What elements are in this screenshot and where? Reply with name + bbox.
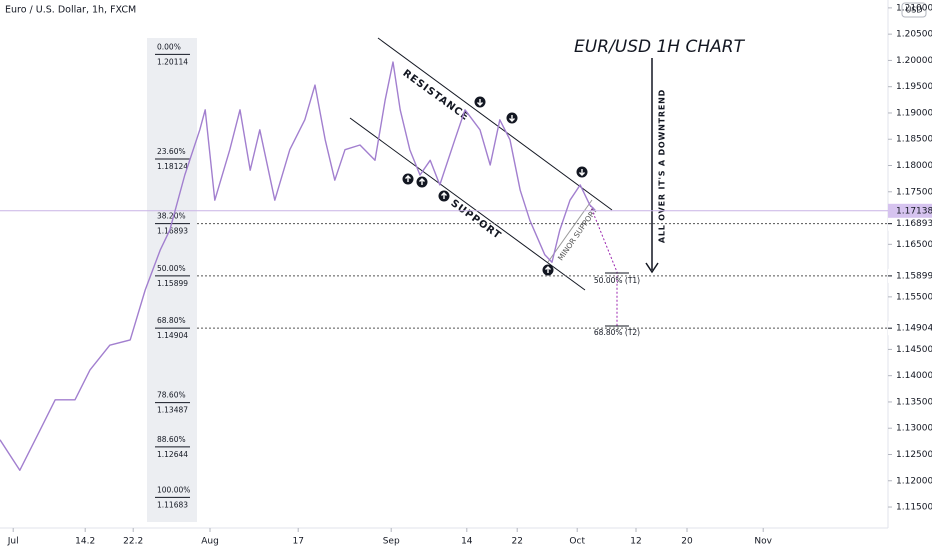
y-tick-label: 1.14000 — [896, 371, 932, 381]
fib-ratio: 23.60% — [157, 147, 186, 156]
x-tick-label: Aug — [201, 537, 219, 547]
fib-price: 1.15899 — [157, 279, 188, 288]
fib-price: 1.14904 — [157, 331, 188, 340]
price-line — [0, 61, 596, 471]
fib-ratio: 78.60% — [157, 391, 186, 400]
fib-ratio: 100.00% — [157, 485, 190, 494]
y-tick-label: 1.14500 — [896, 345, 932, 355]
fib-ratio: 88.60% — [157, 435, 186, 444]
fib-ratio: 38.20% — [157, 212, 186, 221]
y-tick-label: 1.21000 — [896, 3, 932, 13]
y-tick-label: 1.19500 — [896, 82, 932, 92]
x-tick-label: Jul — [7, 537, 19, 547]
currency-box[interactable] — [901, 2, 927, 18]
fib-price: 1.18124 — [157, 162, 188, 171]
arrow-glyphs — [405, 99, 585, 273]
x-tick-label: 22.2 — [123, 537, 143, 547]
price-tag — [888, 268, 932, 283]
x-tick-label: Nov — [754, 537, 772, 547]
y-tick-label: 1.16500 — [896, 240, 932, 250]
fib-price: 1.16893 — [157, 227, 188, 236]
fib-price: 1.13487 — [157, 406, 188, 415]
y-tick-label: 1.13500 — [896, 397, 932, 407]
y-tick-label: 1.13000 — [896, 424, 932, 434]
fib-ratio: 68.80% — [157, 316, 186, 325]
fib-price: 1.12644 — [157, 450, 188, 459]
t2-label: 68.80% (T2) — [594, 328, 640, 337]
y-tick-label: 1.17500 — [896, 187, 932, 197]
fib-ratio: 0.00% — [157, 42, 181, 51]
x-tick-label: 14.2 — [75, 537, 95, 547]
fib-band — [147, 38, 197, 522]
x-tick-label: 20 — [681, 537, 693, 547]
fib-ratio: 50.00% — [157, 264, 186, 273]
x-tick-label: 17 — [292, 537, 303, 547]
trend-label: ALL OVER IT'S A DOWNTREND — [658, 89, 667, 243]
price-tag-label: 1.15899 — [896, 271, 932, 281]
price-tag-label: 1.16893 — [896, 219, 932, 229]
y-tick-label: 1.18000 — [896, 161, 932, 171]
trend-arrow-head — [645, 262, 659, 274]
y-tick-label: 1.20500 — [896, 30, 932, 40]
x-tick-label: Sep — [383, 537, 400, 547]
current-price-tag — [888, 203, 932, 218]
price-tag — [888, 216, 932, 231]
chart-title: EUR/USD 1H CHART — [574, 37, 746, 57]
header: Euro / U.S. Dollar, 1h, FXCM — [5, 5, 136, 16]
resistance-line — [377, 37, 613, 211]
x-tick-label: 12 — [630, 537, 641, 547]
y-tick-label: 1.20000 — [896, 56, 932, 66]
y-tick-label: 1.18500 — [896, 135, 932, 145]
y-tick-label: 1.12000 — [896, 476, 932, 486]
price-tag — [888, 321, 932, 336]
fib-price: 1.11683 — [157, 500, 188, 509]
support-line — [349, 117, 586, 291]
price-tag-label: 1.14904 — [896, 324, 932, 334]
x-tick-label: 22 — [511, 537, 522, 547]
t1-label: 50.00% (T1) — [594, 276, 640, 285]
x-tick-label: Oct — [569, 537, 585, 547]
fib-price: 1.20114 — [157, 57, 188, 66]
y-tick-label: 1.15500 — [896, 292, 932, 302]
current-price-label: 1.17138 — [896, 206, 932, 216]
title-box — [576, 33, 742, 61]
currency: USD — [905, 6, 922, 15]
projection — [589, 204, 618, 326]
y-tick-label: 1.11500 — [896, 503, 932, 513]
x-tick-label: 14 — [461, 537, 473, 547]
y-tick-label: 1.12500 — [896, 450, 932, 460]
y-tick-label: 1.19000 — [896, 108, 932, 118]
